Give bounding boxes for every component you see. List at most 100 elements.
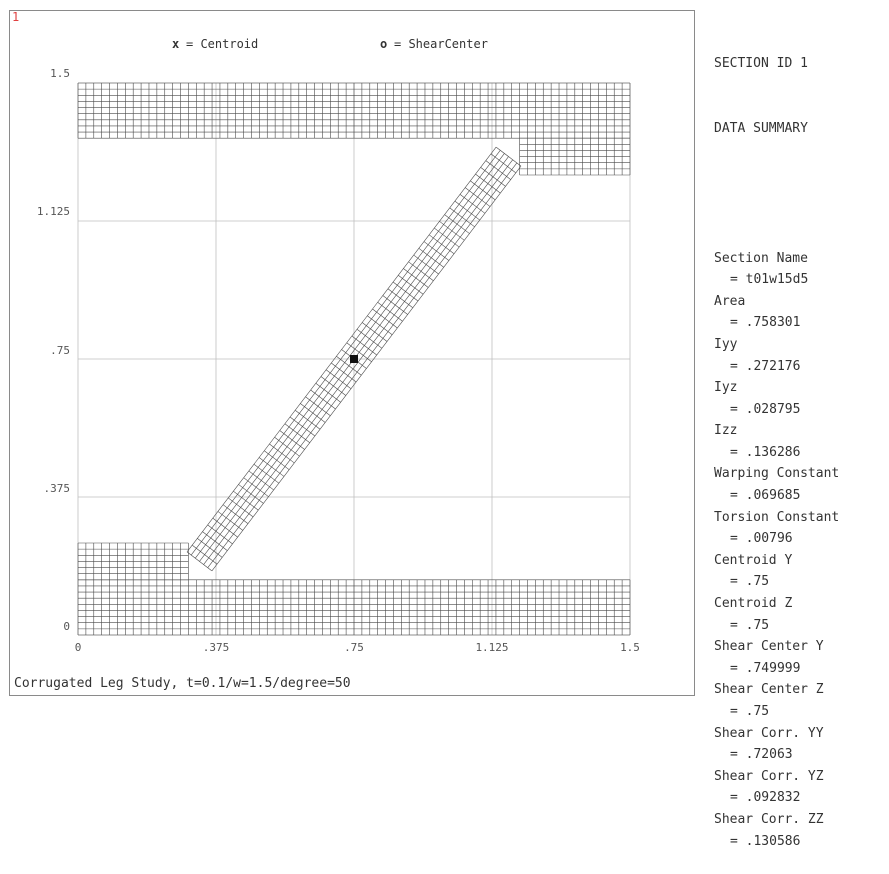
- bottom-step-mesh: [77, 542, 189, 581]
- mesh-line: [475, 173, 501, 194]
- mesh-line: [284, 423, 310, 443]
- mesh-line: [217, 511, 243, 531]
- section-plot: x = Centroid o = ShearCenter 1.5 1.125 .…: [37, 37, 640, 654]
- mesh-line: [403, 268, 429, 288]
- mesh-line: [351, 335, 377, 356]
- mesh-line: [336, 356, 362, 376]
- property-label: Shear Corr. YY: [714, 725, 824, 741]
- mesh-line: [320, 376, 347, 396]
- property-value: = .130586: [730, 833, 801, 849]
- mesh-line: [295, 409, 321, 430]
- mesh-line: [253, 463, 280, 484]
- mesh-line: [495, 146, 522, 167]
- property-label: Shear Corr. ZZ: [714, 811, 824, 827]
- mesh-line: [258, 457, 285, 477]
- y-tick-label: 1.5: [50, 67, 70, 80]
- mesh-line: [289, 416, 316, 437]
- mesh-line: [207, 524, 233, 545]
- y-tick-labels: 1.5 1.125 .75 .375 0: [37, 67, 70, 633]
- mesh-line: [480, 167, 506, 187]
- mesh-line: [202, 531, 228, 551]
- mesh-line: [361, 322, 388, 342]
- mesh-line: [233, 490, 259, 511]
- mesh-line: [434, 227, 460, 248]
- property-value: = .72063: [730, 747, 793, 763]
- property-label: Torsion Constant: [714, 509, 840, 525]
- x-tick-label: 0: [75, 641, 82, 654]
- mesh-line: [387, 288, 413, 309]
- mesh-line: [300, 403, 326, 423]
- data-summary-panel: SECTION ID 1 DATA SUMMARY Section Name = …: [714, 10, 886, 874]
- mesh-line: [459, 194, 486, 214]
- property-label: Warping Constant: [714, 466, 840, 482]
- x-tick-labels: 0 .375 .75 1.125 1.5: [75, 641, 640, 654]
- mesh-line: [274, 436, 300, 457]
- mesh-line: [444, 214, 470, 234]
- mesh-line: [356, 329, 383, 349]
- mesh-line: [418, 248, 444, 268]
- property-label: Iyy: [714, 336, 738, 352]
- spacer: [714, 183, 886, 205]
- property-value: = .272176: [730, 358, 801, 374]
- mesh-line: [248, 470, 274, 491]
- mesh-line: [428, 234, 455, 255]
- mesh-line: [243, 477, 269, 497]
- x-tick-label: 1.125: [475, 641, 508, 654]
- mesh-line: [392, 281, 419, 302]
- mesh-line: [305, 396, 331, 416]
- property-value: = .092832: [730, 790, 801, 806]
- mesh-line: [470, 180, 496, 201]
- property-value: = .00796: [730, 531, 793, 547]
- mesh-line: [197, 538, 223, 558]
- x-tick-label: .375: [203, 641, 230, 654]
- mesh-line: [398, 275, 424, 295]
- mesh-line: [449, 207, 475, 228]
- section-id-heading: SECTION ID 1: [714, 56, 808, 72]
- mesh-line: [325, 369, 352, 389]
- plot-caption: Corrugated Leg Study, t=0.1/w=1.5/degree…: [14, 676, 351, 691]
- mesh-line: [377, 302, 403, 322]
- y-tick-label: .375: [44, 482, 71, 495]
- property-label: Area: [714, 293, 746, 309]
- data-summary-heading: DATA SUMMARY: [714, 120, 808, 136]
- top-flange-mesh: [77, 82, 631, 139]
- property-value: = .75: [730, 574, 770, 590]
- property-label: Section Name: [714, 250, 808, 266]
- mesh-line: [413, 254, 439, 275]
- centroid-marker: [350, 355, 358, 363]
- x-tick-label: .75: [344, 641, 364, 654]
- property-value: = .758301: [730, 315, 801, 331]
- legend-centroid-symbol: x: [172, 37, 179, 51]
- property-value: = .75: [730, 617, 770, 633]
- property-value: = .749999: [730, 660, 801, 676]
- mesh-line: [222, 504, 249, 524]
- mesh-line: [228, 497, 254, 518]
- property-value: = .136286: [730, 444, 801, 460]
- property-value: = .75: [730, 704, 770, 719]
- mesh-line: [367, 315, 393, 335]
- mesh-line: [238, 484, 264, 504]
- property-label: Iyz: [714, 380, 738, 396]
- mesh-line: [186, 551, 213, 572]
- plot-number: 1: [12, 10, 20, 24]
- y-tick-label: 0: [63, 620, 70, 633]
- property-label: Centroid Y: [714, 552, 793, 568]
- bottom-flange-mesh: [77, 579, 631, 636]
- y-tick-label: .75: [50, 344, 70, 357]
- legend-shear-label: = ShearCenter: [394, 37, 488, 51]
- property-label: Centroid Z: [714, 596, 793, 612]
- center-markers: [350, 355, 358, 363]
- mesh-line: [490, 153, 517, 174]
- property-label: Izz: [714, 423, 738, 439]
- mesh-line: [269, 443, 295, 464]
- property-label: Shear Corr. YZ: [714, 768, 824, 784]
- y-tick-label: 1.125: [37, 205, 70, 218]
- mesh-line: [382, 295, 408, 315]
- legend-centroid-label: = Centroid: [186, 37, 258, 51]
- mesh-line: [454, 200, 480, 221]
- mesh-line: [315, 383, 341, 403]
- mesh-line: [212, 517, 238, 538]
- mesh-line: [279, 430, 305, 450]
- legend-shear-symbol: o: [380, 37, 387, 51]
- x-tick-label: 1.5: [620, 641, 640, 654]
